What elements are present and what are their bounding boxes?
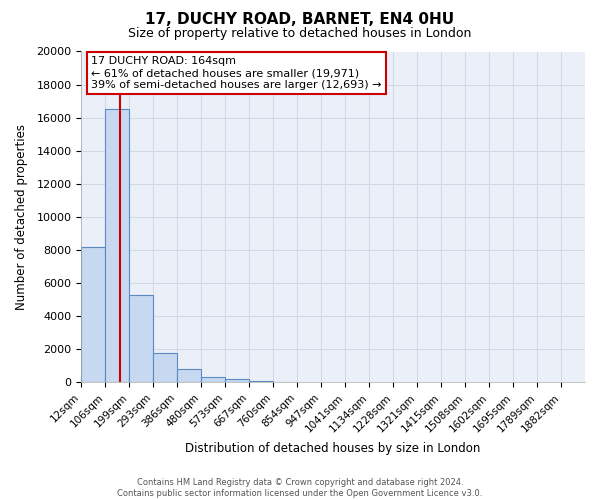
Bar <box>153 354 177 382</box>
Y-axis label: Number of detached properties: Number of detached properties <box>15 124 28 310</box>
Text: 17 DUCHY ROAD: 164sqm
← 61% of detached houses are smaller (19,971)
39% of semi-: 17 DUCHY ROAD: 164sqm ← 61% of detached … <box>91 56 382 90</box>
Bar <box>201 378 225 382</box>
Bar <box>225 379 249 382</box>
Bar <box>81 246 105 382</box>
Text: Size of property relative to detached houses in London: Size of property relative to detached ho… <box>128 28 472 40</box>
X-axis label: Distribution of detached houses by size in London: Distribution of detached houses by size … <box>185 442 481 455</box>
Bar <box>249 380 273 382</box>
Bar <box>105 110 129 382</box>
Bar <box>129 294 153 382</box>
Text: Contains HM Land Registry data © Crown copyright and database right 2024.
Contai: Contains HM Land Registry data © Crown c… <box>118 478 482 498</box>
Bar <box>177 369 201 382</box>
Text: 17, DUCHY ROAD, BARNET, EN4 0HU: 17, DUCHY ROAD, BARNET, EN4 0HU <box>145 12 455 28</box>
